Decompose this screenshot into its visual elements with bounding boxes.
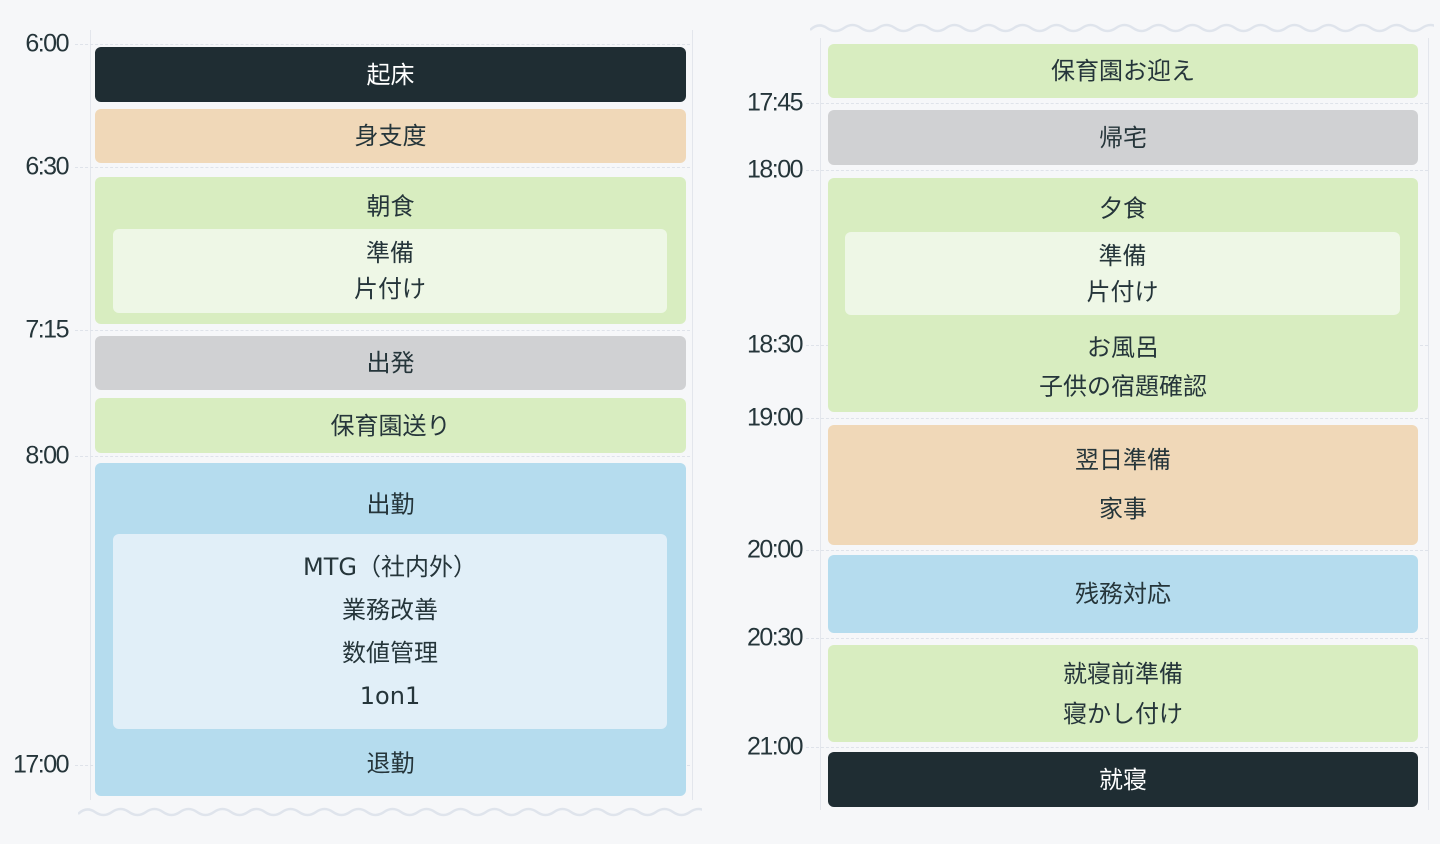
event-daycare-pickup[interactable]: 保育園お迎え: [828, 44, 1418, 98]
event-label: 就寝前準備: [1063, 659, 1183, 688]
event-label: 出勤: [366, 490, 415, 519]
right-border: [692, 30, 693, 800]
gridline: [806, 638, 1428, 639]
work-tasks: MTG（社内外） 業務改善 数値管理 1on1: [113, 534, 667, 729]
task-item: 片付け: [1086, 277, 1159, 306]
event-depart[interactable]: 出発: [95, 336, 686, 390]
event-next-day[interactable]: 翌日準備 家事: [828, 425, 1418, 545]
dinner-tasks: 準備 片付け: [845, 232, 1400, 315]
event-label: 翌日準備: [1075, 446, 1171, 474]
gridline: [75, 44, 690, 45]
left-border: [90, 30, 91, 800]
time-label: 17:45: [746, 88, 804, 117]
time-label: 7:15: [25, 315, 69, 344]
time-label: 18:30: [746, 330, 804, 359]
task-item: 業務改善: [342, 595, 438, 624]
event-label: 残務対応: [1075, 580, 1171, 608]
right-border: [1428, 38, 1429, 810]
wave-divider: [810, 23, 1434, 33]
event-sleep[interactable]: 就寝: [828, 752, 1418, 807]
gridline: [806, 747, 1428, 748]
event-label: 出発: [366, 349, 415, 377]
gridline: [806, 550, 1428, 551]
breakfast-tasks: 準備 片付け: [113, 229, 667, 313]
gridline: [806, 103, 1428, 104]
event-label: 夕食: [1099, 194, 1147, 223]
time-label: 21:00: [746, 732, 804, 761]
time-label: 20:30: [746, 623, 804, 652]
task-item: 片付け: [354, 275, 426, 303]
task-item: 1on1: [359, 681, 421, 710]
time-label: 19:00: [746, 403, 804, 432]
event-leftover-work[interactable]: 残務対応: [828, 555, 1418, 633]
gridline: [75, 330, 690, 331]
task-item: お風呂: [1087, 333, 1159, 362]
event-label: 就寝: [1099, 765, 1147, 794]
event-label: 保育園お迎え: [1051, 57, 1195, 85]
time-label: 17:00: [12, 750, 70, 779]
task-item: 準備: [366, 239, 414, 267]
wave-divider: [78, 807, 702, 817]
event-label: 保育園送り: [330, 411, 451, 440]
left-border: [820, 38, 821, 810]
event-end-label: 退勤: [366, 749, 415, 778]
event-label: 帰宅: [1099, 123, 1147, 152]
event-label: 朝食: [366, 192, 415, 221]
time-label: 6:30: [25, 152, 69, 181]
event-label: 寝かし付け: [1063, 699, 1183, 728]
time-label: 18:00: [746, 155, 804, 184]
event-home[interactable]: 帰宅: [828, 110, 1418, 165]
event-dinner[interactable]: 夕食 準備 片付け お風呂 子供の宿題確認: [828, 178, 1418, 412]
gridline: [75, 167, 690, 168]
event-breakfast[interactable]: 朝食 準備 片付け: [95, 177, 686, 324]
event-daycare-dropoff[interactable]: 保育園送り: [95, 398, 686, 453]
event-label: 身支度: [354, 122, 427, 150]
gridline: [806, 418, 1428, 419]
task-item: 子供の宿題確認: [1039, 372, 1207, 401]
event-wake[interactable]: 起床: [95, 47, 686, 102]
task-item: 準備: [1098, 241, 1147, 270]
gridline: [806, 170, 1428, 171]
event-work[interactable]: 出勤 MTG（社内外） 業務改善 数値管理 1on1 退勤: [95, 463, 686, 796]
time-label: 8:00: [25, 441, 69, 470]
event-prep[interactable]: 身支度: [95, 109, 686, 163]
time-label: 6:00: [25, 29, 69, 58]
event-bedtime-prep[interactable]: 就寝前準備 寝かし付け: [828, 645, 1418, 742]
event-label: 家事: [1099, 495, 1147, 523]
time-label: 20:00: [746, 535, 804, 564]
gridline: [75, 456, 690, 457]
task-item: MTG（社内外）: [303, 552, 477, 581]
task-item: 数値管理: [342, 638, 438, 667]
event-label: 起床: [366, 60, 415, 89]
